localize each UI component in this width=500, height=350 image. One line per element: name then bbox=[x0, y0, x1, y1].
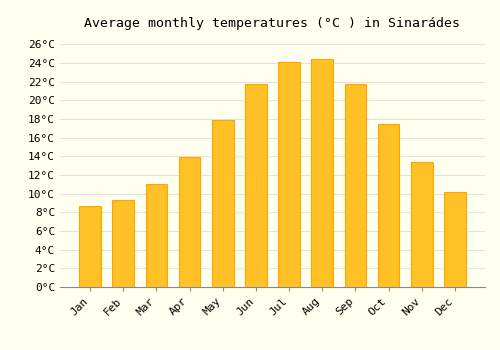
Bar bbox=[80, 206, 101, 287]
Bar bbox=[112, 200, 134, 287]
Bar bbox=[278, 62, 300, 287]
Bar bbox=[146, 184, 167, 287]
Bar bbox=[212, 120, 234, 287]
Bar bbox=[179, 157, 201, 287]
Bar bbox=[245, 84, 266, 287]
Bar bbox=[312, 59, 333, 287]
Bar bbox=[444, 192, 466, 287]
Bar bbox=[378, 124, 400, 287]
Title: Average monthly temperatures (°C ) in Sinarádes: Average monthly temperatures (°C ) in Si… bbox=[84, 17, 460, 30]
Bar bbox=[344, 84, 366, 287]
Bar bbox=[411, 162, 432, 287]
